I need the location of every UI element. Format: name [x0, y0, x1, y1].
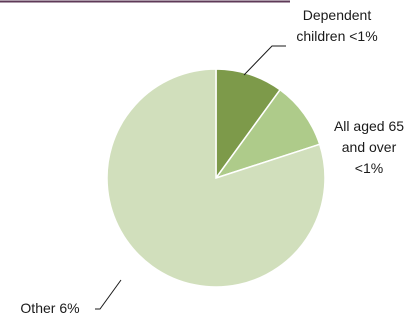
leader-line-dependent: [243, 45, 286, 76]
label-aged-line1: All aged 65: [334, 118, 404, 134]
label-aged-line2: and over: [342, 139, 397, 155]
leader-line-other: [95, 279, 122, 310]
label-other: Other 6%: [20, 300, 79, 316]
label-dependent-line2: children <1%: [296, 28, 377, 44]
label-aged-line3: <1%: [355, 160, 383, 176]
label-dependent-line1: Dependent: [303, 7, 372, 23]
pie-slice-2: [106, 68, 326, 288]
